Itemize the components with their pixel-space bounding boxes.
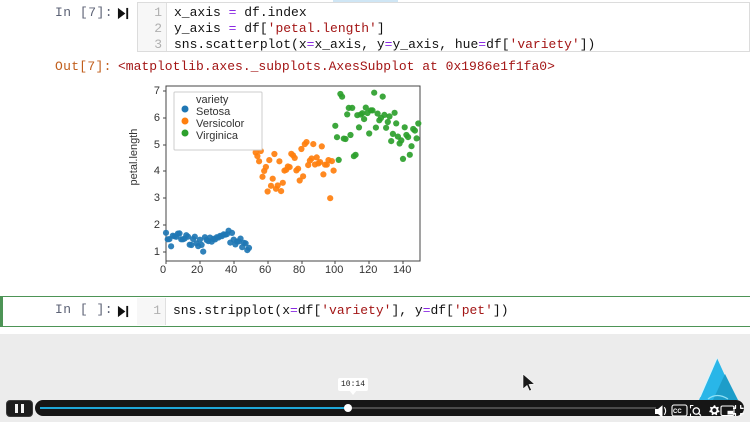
- svg-text:CC: CC: [673, 409, 682, 415]
